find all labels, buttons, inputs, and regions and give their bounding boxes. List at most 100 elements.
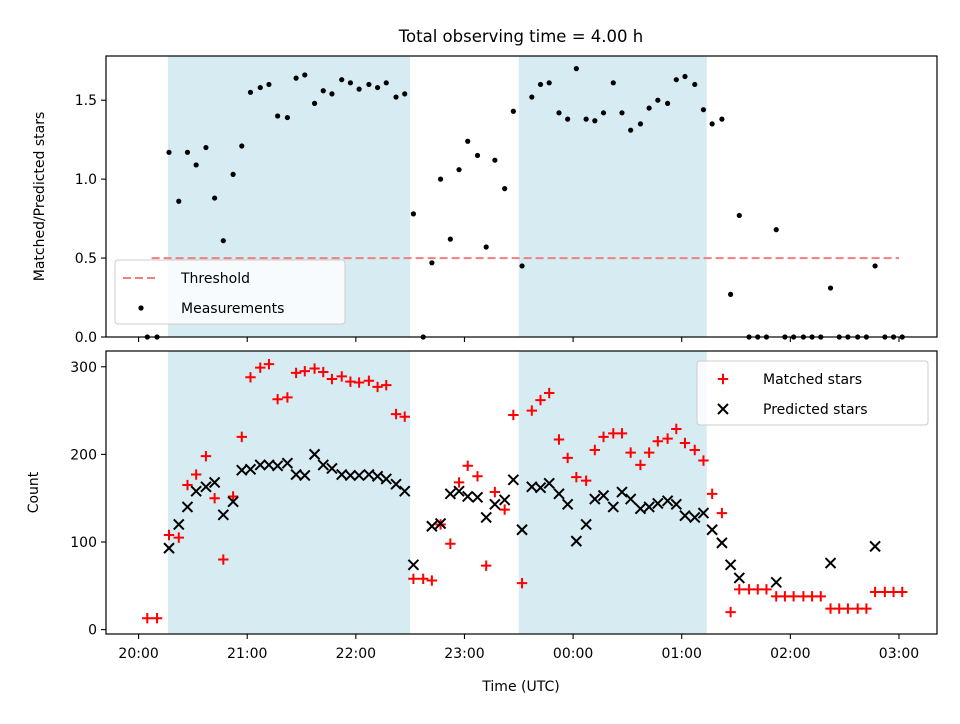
measurement-point xyxy=(465,138,471,144)
x-axis-label: Time (UTC) xyxy=(481,679,559,695)
x-tick-label: 23:00 xyxy=(444,646,484,662)
predicted-point xyxy=(597,489,610,502)
matched-point xyxy=(771,591,782,602)
matched-point xyxy=(698,455,709,466)
matched-point xyxy=(353,377,365,388)
predicted-point xyxy=(770,576,782,589)
y-tick-label: 100 xyxy=(70,535,97,551)
predicted-point xyxy=(516,524,528,536)
matched-point xyxy=(643,447,655,458)
measurement-point xyxy=(456,167,462,173)
y-tick-label: 0.0 xyxy=(75,330,97,346)
chart-title: Total observing time = 4.00 h xyxy=(398,27,643,46)
predicted-point xyxy=(706,524,718,536)
matched-point xyxy=(399,411,410,422)
matched-point xyxy=(390,408,402,420)
measurement-point xyxy=(692,81,698,88)
measurement-point xyxy=(719,116,725,122)
matched-point xyxy=(635,459,646,471)
count-panel: 0 100 200 300 20:00 21:00 22:00 23:00 00:00 01:00… xyxy=(26,350,938,662)
series-measurements xyxy=(144,66,905,340)
matched-point xyxy=(834,603,845,614)
matched-point xyxy=(589,444,601,456)
matched-point xyxy=(272,393,283,405)
predicted-point xyxy=(607,501,619,513)
matched-point xyxy=(662,433,673,444)
matched-point xyxy=(806,591,818,602)
matched-point xyxy=(779,591,791,602)
measurement-point xyxy=(655,97,661,103)
predicted-point xyxy=(689,511,701,524)
predicted-point xyxy=(679,510,691,522)
plot-frame xyxy=(105,350,938,635)
matched-point xyxy=(326,373,338,385)
legend-label: Threshold xyxy=(180,271,250,287)
matched-point xyxy=(445,538,456,549)
matched-point xyxy=(499,504,510,515)
x-tick-label: 00:00 xyxy=(553,646,593,662)
ratio-panel: 0.0 0.5 1.0 1.5 Matched/Predicted stars Thres… xyxy=(32,55,938,346)
measurement-point xyxy=(546,80,552,86)
x-tick-label: 03:00 xyxy=(879,646,919,662)
measurement-point xyxy=(257,84,263,91)
matched-point xyxy=(788,591,799,602)
legend-label: Matched stars xyxy=(763,372,862,388)
matched-point xyxy=(879,586,891,598)
predicted-point xyxy=(634,503,647,515)
observing-window-1 xyxy=(167,351,411,634)
matched-point xyxy=(381,379,392,391)
predicted-point xyxy=(670,498,683,511)
y-tick-label: 1.0 xyxy=(75,172,97,188)
y-axis-label: Count xyxy=(26,471,42,513)
predicted-point xyxy=(507,474,520,486)
measurement-point xyxy=(728,291,734,297)
measurement-point xyxy=(592,118,598,124)
matched-point xyxy=(815,591,826,602)
measurement-point xyxy=(393,94,399,100)
measurement-point xyxy=(773,227,779,233)
predicted-point xyxy=(624,493,637,505)
series-predicted-stars xyxy=(163,448,881,589)
y-tick-label: 0.5 xyxy=(75,251,97,267)
matched-point xyxy=(489,486,501,498)
x-tick-label: 20:00 xyxy=(118,646,158,662)
predicted-point xyxy=(200,481,212,493)
predicted-point xyxy=(244,463,257,475)
measurement-point xyxy=(203,144,209,151)
predicted-point xyxy=(163,542,175,554)
predicted-point xyxy=(652,497,664,510)
matched-point xyxy=(263,358,275,370)
x-tick-label: 22:00 xyxy=(336,646,376,662)
matched-point xyxy=(372,381,383,393)
predicted-point xyxy=(390,478,402,490)
predicted-point xyxy=(344,469,357,482)
measurement-point xyxy=(193,162,199,168)
matched-point xyxy=(706,488,718,500)
predicted-point xyxy=(399,485,411,497)
legend-matched-swatch xyxy=(717,373,729,385)
predicted-point xyxy=(534,481,547,494)
x-tick-label: 21:00 xyxy=(227,646,267,662)
measurement-point xyxy=(320,88,326,94)
predicted-point xyxy=(643,501,655,513)
legend-box xyxy=(114,259,346,325)
measurement-point xyxy=(220,238,226,244)
measurement-point xyxy=(510,108,516,114)
matched-point xyxy=(608,428,619,439)
matched-point xyxy=(336,371,347,382)
predicted-point xyxy=(498,494,511,506)
predicted-point xyxy=(489,498,501,511)
measurement-point xyxy=(410,211,417,217)
predicted-point xyxy=(271,460,284,472)
measurement-point xyxy=(402,91,408,97)
predicted-point xyxy=(380,473,392,485)
matched-point xyxy=(571,471,582,483)
measurement-point xyxy=(366,81,372,88)
matched-point xyxy=(480,560,492,571)
matched-point xyxy=(245,372,256,383)
measurement-point xyxy=(700,107,707,113)
predicted-point xyxy=(281,457,294,469)
predicted-point xyxy=(363,468,375,481)
matched-point xyxy=(869,586,881,598)
